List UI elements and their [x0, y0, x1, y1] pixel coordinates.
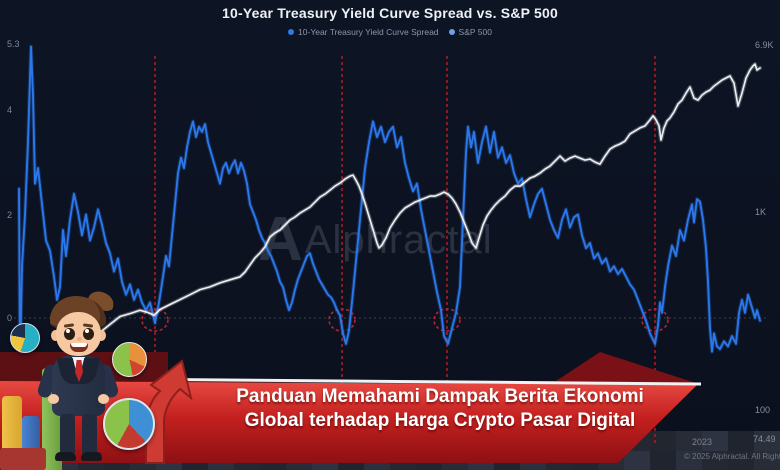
mascot-eye [83, 328, 94, 340]
banner-caption-line2: Global terhadap Harga Crypto Pasar Digit… [244, 410, 636, 431]
mosaic-cell [728, 431, 754, 451]
mascot-leg [60, 414, 75, 456]
mosaic-cell [728, 451, 754, 470]
chart-title: 10-Year Treasury Yield Curve Spread vs. … [221, 5, 558, 21]
right-axis-tick: 100 [755, 405, 771, 415]
left-axis-tick: 0 [7, 313, 13, 323]
mascot-nose [77, 337, 82, 341]
x-axis-tick: 2023 [692, 437, 713, 447]
legend-label: S&P 500 [458, 27, 492, 37]
banner-top-border [164, 378, 702, 386]
mascot-eye [64, 328, 75, 340]
chart-legend: 10-Year Treasury Yield Curve Spread S&P 5… [0, 27, 780, 37]
legend-marker-icon [288, 29, 295, 35]
s-p-500-line [19, 63, 761, 437]
mascot-leg [82, 414, 97, 456]
mosaic-cell [702, 451, 728, 470]
banner-caption: Panduan Memahami Dampak Berita Ekonomi G… [175, 385, 705, 433]
inversion-circle-marker [641, 308, 669, 332]
mascot-shoe [55, 452, 76, 461]
mascot-character [0, 289, 210, 470]
mascot-ear [97, 330, 106, 341]
mosaic-cell [702, 431, 728, 451]
mosaic-cell [676, 431, 702, 451]
legend-label: 10-Year Treasury Yield Curve Spread [298, 27, 439, 37]
left-axis-tick: 5.3 [7, 39, 20, 49]
inversion-circle-marker [433, 308, 461, 332]
mascot-hand [48, 394, 59, 404]
right-axis-tick: 1K [755, 207, 767, 217]
mascot-tie [75, 360, 83, 382]
mosaic-cell [650, 451, 676, 470]
legend-item: S&P 500 [448, 27, 492, 37]
mosaic-cell [676, 451, 702, 470]
right-axis-tick: 6.9K [755, 40, 774, 50]
mascot-scene [0, 289, 210, 470]
mascot-shoe [81, 452, 102, 461]
mascot-mouth [70, 343, 88, 352]
pie-chart-icon-medium [112, 342, 147, 377]
right-axis-current-value: 74.49 [753, 434, 776, 444]
red-base-graphic [0, 448, 46, 470]
pie-chart-icon-large [103, 398, 155, 450]
mosaic-cell [624, 451, 650, 470]
banner-fold-wedge [556, 352, 699, 384]
10-year-treasury-yield-curve-spread-line [18, 45, 761, 366]
left-axis-tick: 2 [7, 210, 13, 220]
mosaic-cell [754, 451, 780, 470]
copyright-text: © 2025 Alphractal. All Rights Rese [684, 452, 780, 461]
mosaic-cell [754, 431, 780, 451]
inversion-circle-marker [141, 308, 169, 332]
mosaic-cell [650, 431, 676, 451]
legend-marker-icon [448, 29, 455, 35]
legend-item: 10-Year Treasury Yield Curve Spread [288, 27, 439, 37]
mascot-ear [51, 330, 60, 341]
banner-body [0, 381, 697, 463]
pie-chart-icon-small [10, 323, 40, 353]
left-axis-tick: 4 [7, 105, 13, 115]
banner-caption-line1: Panduan Memahami Dampak Berita Ekonomi [236, 386, 644, 407]
mascot-hand [98, 394, 109, 404]
